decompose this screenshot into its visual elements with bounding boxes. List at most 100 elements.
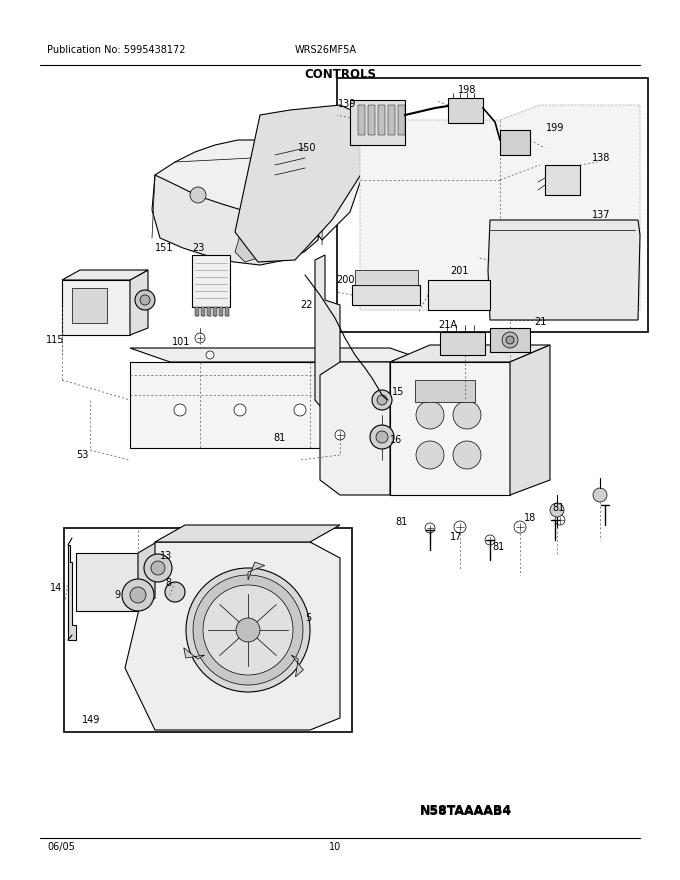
Text: 06/05: 06/05 bbox=[47, 842, 75, 852]
Text: WRS26MF5A: WRS26MF5A bbox=[295, 45, 357, 55]
Text: 21: 21 bbox=[534, 317, 546, 327]
Circle shape bbox=[593, 488, 607, 502]
Circle shape bbox=[485, 535, 495, 545]
Polygon shape bbox=[488, 220, 640, 320]
Circle shape bbox=[151, 561, 165, 575]
Text: 17: 17 bbox=[450, 532, 462, 542]
Circle shape bbox=[144, 554, 172, 582]
Text: 201: 201 bbox=[450, 266, 469, 276]
Circle shape bbox=[190, 187, 206, 203]
Bar bbox=[358, 105, 365, 135]
Text: 23: 23 bbox=[192, 243, 205, 253]
Text: 199: 199 bbox=[546, 123, 564, 133]
Circle shape bbox=[135, 290, 155, 310]
Text: 151: 151 bbox=[155, 243, 173, 253]
Circle shape bbox=[514, 521, 526, 533]
Bar bbox=[225, 307, 229, 316]
Circle shape bbox=[376, 431, 388, 443]
Bar bbox=[201, 307, 205, 316]
Bar bbox=[415, 380, 475, 402]
Polygon shape bbox=[184, 648, 205, 659]
Text: N58TAAAAB4: N58TAAAAB4 bbox=[420, 804, 512, 818]
Bar bbox=[192, 255, 230, 307]
Circle shape bbox=[140, 295, 150, 305]
Bar bbox=[545, 165, 580, 195]
Polygon shape bbox=[490, 328, 530, 352]
Polygon shape bbox=[315, 255, 340, 406]
Bar bbox=[350, 100, 405, 145]
Text: 13: 13 bbox=[160, 551, 172, 561]
Text: 8: 8 bbox=[165, 578, 171, 588]
Polygon shape bbox=[248, 562, 265, 580]
Circle shape bbox=[234, 404, 246, 416]
Polygon shape bbox=[510, 345, 550, 495]
Bar bbox=[500, 130, 530, 155]
Circle shape bbox=[236, 618, 260, 642]
Polygon shape bbox=[390, 362, 510, 495]
Polygon shape bbox=[62, 280, 130, 335]
Circle shape bbox=[195, 333, 205, 343]
Polygon shape bbox=[155, 525, 340, 542]
Bar bbox=[398, 105, 405, 135]
Bar bbox=[378, 105, 385, 135]
Polygon shape bbox=[130, 270, 148, 335]
Polygon shape bbox=[62, 270, 148, 280]
Polygon shape bbox=[360, 105, 640, 310]
Text: 81: 81 bbox=[492, 542, 505, 552]
Text: 15: 15 bbox=[392, 387, 405, 397]
Circle shape bbox=[502, 332, 518, 348]
Text: 16: 16 bbox=[390, 435, 403, 445]
Polygon shape bbox=[152, 175, 324, 265]
Circle shape bbox=[377, 395, 387, 405]
Polygon shape bbox=[355, 270, 418, 285]
Circle shape bbox=[506, 336, 514, 344]
Circle shape bbox=[122, 579, 154, 611]
Circle shape bbox=[550, 503, 564, 517]
Bar bbox=[64, 528, 352, 732]
Text: Publication No: 5995438172: Publication No: 5995438172 bbox=[47, 45, 186, 55]
Text: 14: 14 bbox=[50, 583, 63, 593]
Polygon shape bbox=[130, 348, 430, 362]
Polygon shape bbox=[125, 542, 340, 730]
Circle shape bbox=[349, 414, 361, 426]
Bar bbox=[219, 307, 223, 316]
Polygon shape bbox=[428, 280, 490, 310]
Text: 18: 18 bbox=[524, 513, 537, 523]
Bar bbox=[448, 98, 483, 123]
Text: 115: 115 bbox=[46, 335, 65, 345]
Bar bbox=[368, 105, 375, 135]
Circle shape bbox=[193, 575, 303, 685]
Circle shape bbox=[425, 523, 435, 533]
Text: 138: 138 bbox=[592, 153, 611, 163]
Polygon shape bbox=[291, 655, 303, 677]
Bar bbox=[388, 105, 395, 135]
Text: 5: 5 bbox=[305, 613, 311, 623]
Text: 81: 81 bbox=[552, 503, 564, 513]
Circle shape bbox=[335, 430, 345, 440]
Circle shape bbox=[555, 515, 565, 525]
Bar bbox=[213, 307, 217, 316]
Polygon shape bbox=[352, 285, 420, 305]
Circle shape bbox=[174, 404, 186, 416]
Polygon shape bbox=[68, 545, 76, 640]
Polygon shape bbox=[290, 112, 368, 240]
Circle shape bbox=[453, 401, 481, 429]
Circle shape bbox=[453, 441, 481, 469]
Polygon shape bbox=[235, 230, 265, 262]
Text: 10: 10 bbox=[329, 842, 341, 852]
Bar bbox=[76, 553, 138, 611]
Circle shape bbox=[130, 587, 146, 603]
Text: 53: 53 bbox=[76, 450, 88, 460]
Circle shape bbox=[203, 585, 293, 675]
Polygon shape bbox=[390, 345, 550, 362]
Text: 21A: 21A bbox=[438, 320, 457, 330]
Text: 81: 81 bbox=[395, 517, 407, 527]
Polygon shape bbox=[155, 140, 325, 220]
Circle shape bbox=[206, 351, 214, 359]
Circle shape bbox=[416, 441, 444, 469]
Circle shape bbox=[372, 390, 392, 410]
Polygon shape bbox=[440, 332, 485, 355]
Polygon shape bbox=[320, 362, 390, 495]
Circle shape bbox=[165, 582, 185, 602]
Bar bbox=[195, 307, 199, 316]
